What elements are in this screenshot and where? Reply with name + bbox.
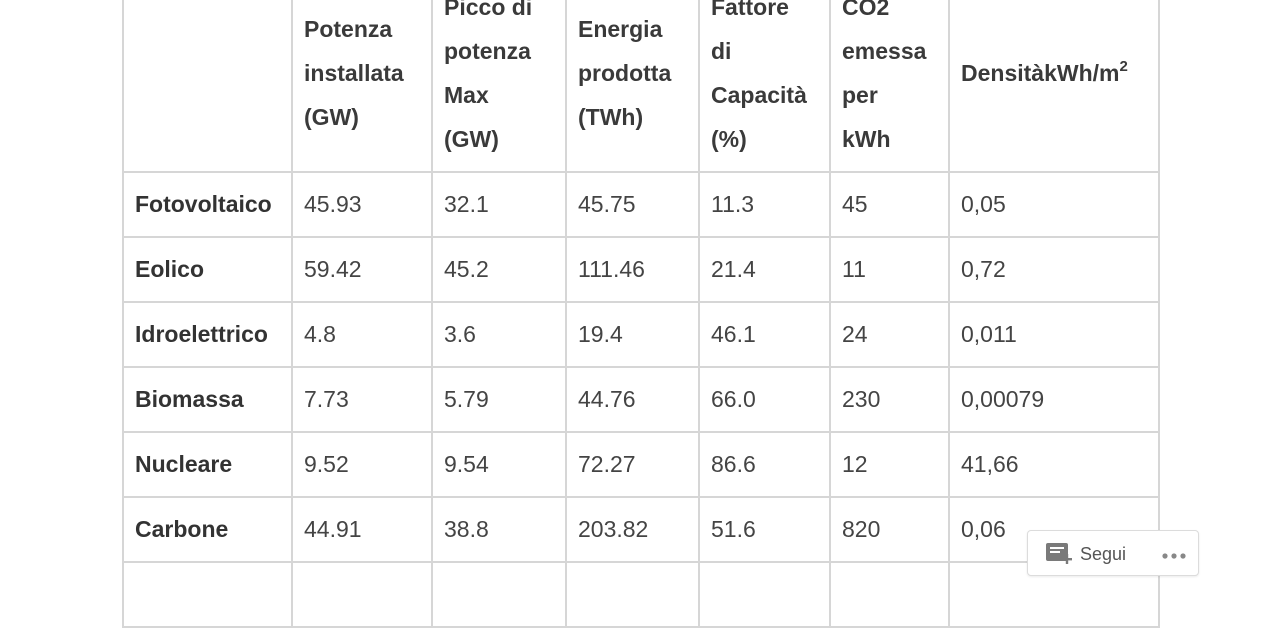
row-label: Eolico: [122, 236, 293, 303]
table-cell: [122, 561, 293, 628]
table-cell: 45.93: [291, 171, 433, 238]
table-cell: 0,00079: [948, 366, 1160, 433]
header-line: (GW): [304, 104, 359, 130]
table-cell: 9.52: [291, 431, 433, 498]
table-cell: 820: [829, 496, 950, 563]
table-row: Biomassa 7.73 5.79 44.76 66.0 230 0,00079: [122, 366, 1160, 433]
table-cell: 44.91: [291, 496, 433, 563]
table-cell: [565, 561, 700, 628]
table-cell: 230: [829, 366, 950, 433]
table-cell: 24: [829, 301, 950, 368]
table-cell: 44.76: [565, 366, 700, 433]
table-row: Fotovoltaico 45.93 32.1 45.75 11.3 45 0,05: [122, 171, 1160, 238]
table-row: [122, 561, 1160, 628]
header-cell: Picco di potenza Max (GW): [431, 0, 567, 173]
table-row: Nucleare 9.52 9.54 72.27 86.6 12 41,66: [122, 431, 1160, 498]
table-cell: 111.46: [565, 236, 700, 303]
table-cell: 38.8: [431, 496, 567, 563]
table-cell: 72.27: [565, 431, 700, 498]
table-cell: [829, 561, 950, 628]
table-cell: [431, 561, 567, 628]
header-line: Capacità: [711, 82, 807, 108]
follow-icons: [1046, 543, 1186, 564]
table-cell: 21.4: [698, 236, 831, 303]
header-line: di: [711, 38, 732, 64]
header-line: Picco di: [444, 0, 533, 20]
table-cell: 32.1: [431, 171, 567, 238]
table-cell: 0,05: [948, 171, 1160, 238]
table-cell: 11: [829, 236, 950, 303]
table-cell: 5.79: [431, 366, 567, 433]
table-cell: 86.6: [698, 431, 831, 498]
row-label: Biomassa: [122, 366, 293, 433]
table-cell: 4.8: [291, 301, 433, 368]
header-line: Energia: [578, 16, 663, 42]
page: Potenza installata (GW) Picco di potenza Max (…: [122, 0, 1199, 628]
header-line: (%): [711, 126, 747, 152]
table-cell: 203.82: [565, 496, 700, 563]
row-label: Carbone: [122, 496, 293, 563]
table-cell: [291, 561, 433, 628]
header-cell: Energia prodotta (TWh): [565, 0, 700, 173]
table-row: Carbone 44.91 38.8 203.82 51.6 820 0,06: [122, 496, 1160, 563]
table-row: Eolico 59.42 45.2 111.46 21.4 11 0,72: [122, 236, 1160, 303]
table-body: Fotovoltaico 45.93 32.1 45.75 11.3 45 0,05 Eoli…: [122, 171, 1160, 628]
table-cell: 59.42: [291, 236, 433, 303]
header-line: Fattore: [711, 0, 789, 20]
table-cell: 7.73: [291, 366, 433, 433]
header-line: (TWh): [578, 104, 644, 130]
header-line: potenza: [444, 38, 531, 64]
table-cell: 0,011: [948, 301, 1160, 368]
table-cell: 41,66: [948, 431, 1160, 498]
table-cell: 51.6: [698, 496, 831, 563]
header-line: prodotta: [578, 60, 672, 86]
follow-label[interactable]: Segui: [1080, 544, 1127, 564]
row-label: Nucleare: [122, 431, 293, 498]
header-row: Potenza installata (GW) Picco di potenza Max (…: [122, 0, 1160, 173]
header-cell: Potenza installata (GW): [291, 0, 433, 173]
table-cell: 12: [829, 431, 950, 498]
table-cell: 45.75: [565, 171, 700, 238]
header-line: (GW): [444, 126, 499, 152]
header-cell: Fattore di Capacità (%): [698, 0, 831, 173]
header-line: Max: [444, 82, 489, 108]
header-line: installata: [304, 60, 404, 86]
row-label: Fotovoltaico: [122, 171, 293, 238]
table-cell: 3.6: [431, 301, 567, 368]
header-cell: DensitàkWh/m2: [948, 0, 1160, 173]
table-cell: 19.4: [565, 301, 700, 368]
row-label: Idroelettrico: [122, 301, 293, 368]
header-line: Potenza: [304, 16, 393, 42]
table-cell: 9.54: [431, 431, 567, 498]
header-line: emessa: [842, 38, 927, 64]
header-text: DensitàkWh/m: [961, 60, 1120, 86]
header-cell: [122, 0, 293, 173]
table-cell: 11.3: [698, 171, 831, 238]
table-cell: 45.2: [431, 236, 567, 303]
table-cell: 46.1: [698, 301, 831, 368]
table-cell: 45: [829, 171, 950, 238]
table-row: Idroelettrico 4.8 3.6 19.4 46.1 24 0,011: [122, 301, 1160, 368]
header-line: per: [842, 82, 878, 108]
header-superscript: 2: [1119, 58, 1128, 75]
follow-button[interactable]: Segui: [1027, 530, 1199, 576]
table-cell: [698, 561, 831, 628]
data-table: Potenza installata (GW) Picco di potenza Max (…: [122, 0, 1160, 628]
table-cell: 66.0: [698, 366, 831, 433]
table-cell: 0,72: [948, 236, 1160, 303]
header-cell: CO2 emessa per kWh: [829, 0, 950, 173]
header-line: kWh: [842, 126, 891, 152]
header-line: CO2: [842, 0, 890, 20]
